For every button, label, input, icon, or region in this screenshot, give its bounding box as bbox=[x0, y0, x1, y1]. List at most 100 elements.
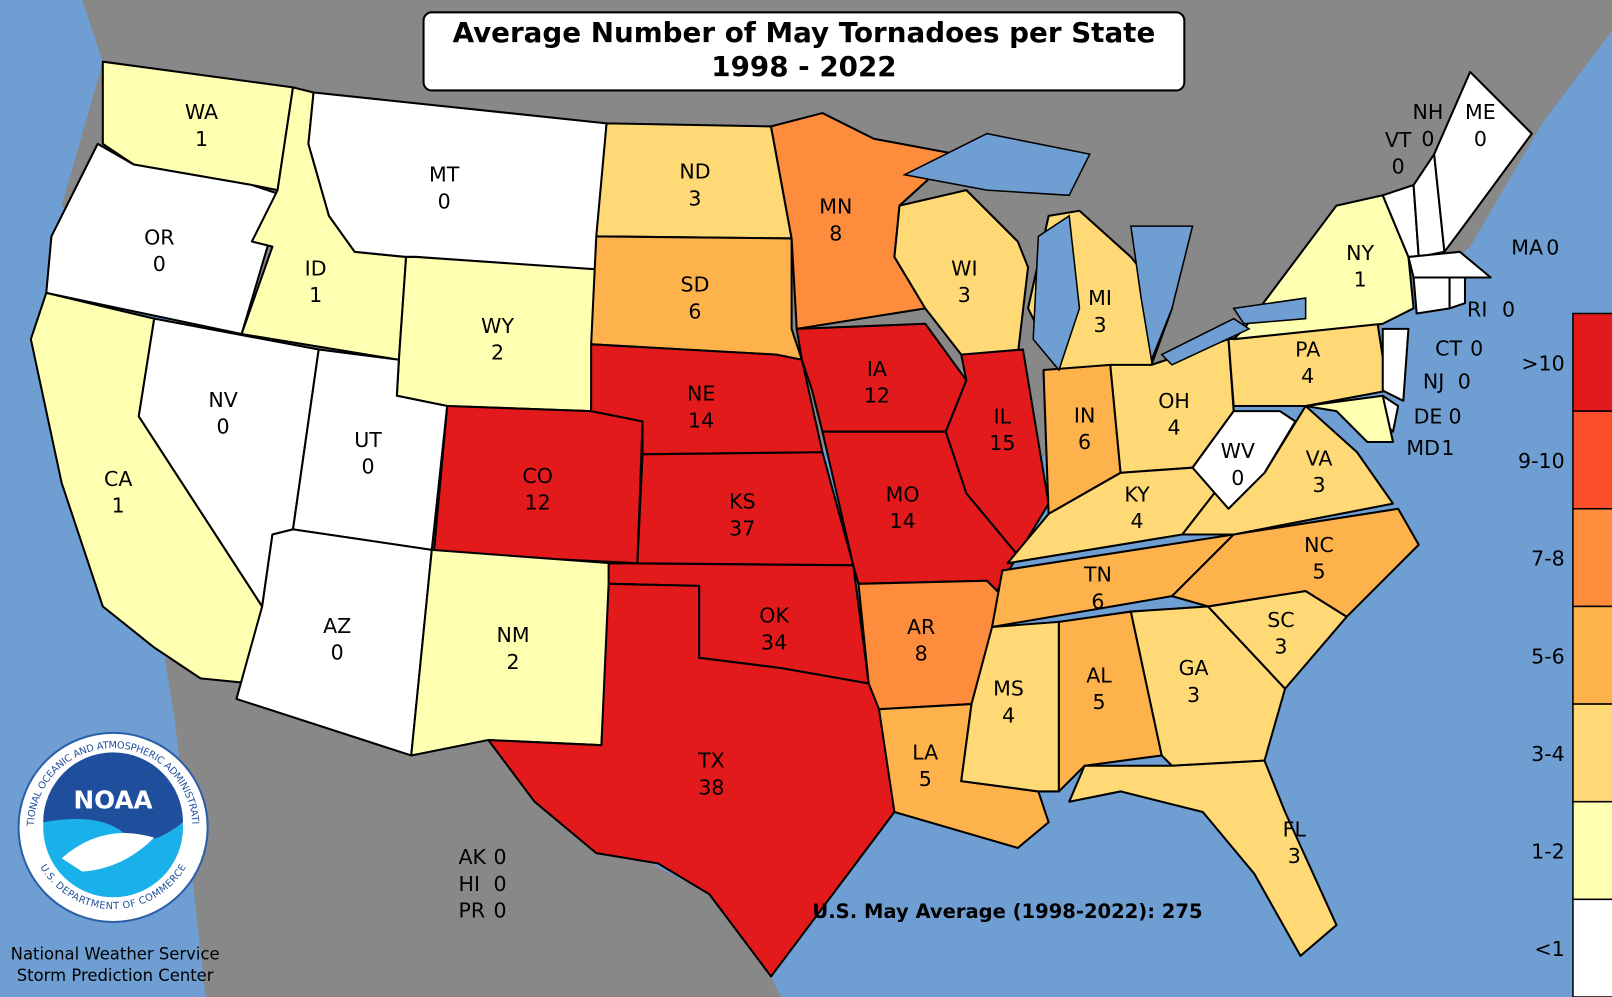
state-value: 6 bbox=[688, 299, 701, 323]
state-value: 3 bbox=[958, 283, 971, 307]
state-value: 5 bbox=[1312, 560, 1325, 584]
state-abbr: SC bbox=[1267, 608, 1294, 632]
state-abbr: RI bbox=[1467, 297, 1487, 321]
state-abbr: DE bbox=[1414, 404, 1443, 428]
title-box bbox=[422, 11, 1186, 92]
state-abbr: ND bbox=[679, 160, 710, 184]
state-abbr: MN bbox=[819, 195, 852, 219]
state-value: 0 bbox=[217, 415, 230, 439]
state-value: 14 bbox=[688, 408, 714, 432]
lake bbox=[1129, 225, 1194, 363]
state-value: 0 bbox=[1470, 336, 1483, 360]
state-abbr: VA bbox=[1306, 446, 1333, 470]
state-value: 0 bbox=[362, 455, 375, 479]
state bbox=[1412, 276, 1451, 315]
state bbox=[487, 582, 896, 978]
state-abbr: VT bbox=[1385, 128, 1412, 152]
state-abbr: MT bbox=[429, 163, 460, 187]
legend-label: 7-8 bbox=[1531, 547, 1565, 571]
state-abbr: WA bbox=[185, 100, 218, 124]
state-value: 5 bbox=[1092, 690, 1105, 714]
state-value: 3 bbox=[1093, 313, 1106, 337]
state-abbr: UT bbox=[354, 428, 382, 452]
logo-top bbox=[43, 752, 183, 841]
state-value: 34 bbox=[761, 630, 787, 654]
lake bbox=[1032, 214, 1081, 372]
state bbox=[590, 235, 803, 361]
territory-value: 0 bbox=[493, 899, 506, 923]
credit: Storm Prediction Center bbox=[17, 966, 214, 985]
state-value: 0 bbox=[1392, 155, 1405, 179]
state-value: 0 bbox=[1502, 297, 1515, 321]
state-value: 14 bbox=[890, 509, 916, 533]
state-abbr: GA bbox=[1179, 656, 1209, 680]
states bbox=[29, 60, 1533, 978]
territory-abbr: PR bbox=[459, 899, 486, 923]
mexico bbox=[164, 657, 782, 997]
state-abbr: MA bbox=[1511, 236, 1543, 260]
state-value: 0 bbox=[1421, 127, 1434, 151]
state-value: 3 bbox=[688, 186, 701, 210]
territory-value: 0 bbox=[493, 872, 506, 896]
state-abbr: NY bbox=[1346, 241, 1374, 265]
state-abbr: OK bbox=[759, 604, 789, 628]
legend-swatch bbox=[1572, 898, 1612, 997]
state-abbr: CO bbox=[522, 464, 553, 488]
state-value: 0 bbox=[438, 189, 451, 213]
state-abbr: MI bbox=[1088, 286, 1112, 310]
state-value: 2 bbox=[506, 650, 519, 674]
state bbox=[1170, 507, 1420, 618]
state-value: 15 bbox=[989, 431, 1015, 455]
title: Average Number of May Tornadoes per Stat… bbox=[453, 16, 1156, 49]
state-value: 3 bbox=[1274, 635, 1287, 659]
territory-value: 0 bbox=[493, 845, 506, 869]
state-value: 1 bbox=[1354, 268, 1367, 292]
lake bbox=[902, 132, 1091, 197]
state-value: 1 bbox=[112, 494, 125, 518]
state-value: 3 bbox=[1312, 473, 1325, 497]
state-value: 1 bbox=[309, 283, 322, 307]
state-value: 6 bbox=[1091, 589, 1104, 613]
state-abbr: MS bbox=[993, 677, 1024, 701]
state-value: 1 bbox=[195, 127, 208, 151]
state-value: 3 bbox=[1288, 844, 1301, 868]
state-value: 0 bbox=[1231, 466, 1244, 490]
state bbox=[1381, 327, 1410, 402]
state bbox=[1433, 70, 1533, 253]
state-abbr: NE bbox=[687, 382, 715, 406]
state-value: 0 bbox=[331, 641, 344, 665]
state bbox=[1057, 610, 1163, 793]
state-abbr: AZ bbox=[323, 614, 351, 638]
state-value: 38 bbox=[698, 775, 724, 799]
legend-swatch bbox=[1572, 410, 1612, 510]
credit: National Weather Service bbox=[11, 944, 220, 963]
state-abbr: FL bbox=[1283, 817, 1307, 841]
state-abbr: NJ bbox=[1423, 369, 1444, 393]
state-abbr: MD bbox=[1406, 436, 1440, 460]
national-average: U.S. May Average (1998-2022): 275 bbox=[812, 900, 1202, 923]
state-value: 6 bbox=[1078, 430, 1091, 454]
state-abbr: TX bbox=[697, 749, 725, 773]
legend-label: 1-2 bbox=[1531, 840, 1565, 864]
state-abbr: CT bbox=[1435, 336, 1462, 360]
state-abbr: MO bbox=[886, 482, 920, 506]
state-abbr: KS bbox=[729, 490, 756, 514]
lake bbox=[1160, 317, 1251, 366]
state-abbr: SD bbox=[681, 273, 710, 297]
legend-label: >10 bbox=[1521, 351, 1564, 375]
state bbox=[1304, 394, 1395, 443]
state-abbr: AL bbox=[1086, 663, 1112, 687]
legend-swatch bbox=[1572, 703, 1612, 803]
state-abbr: WY bbox=[481, 314, 514, 338]
state-abbr: PA bbox=[1295, 337, 1320, 361]
state bbox=[944, 348, 1050, 557]
state-abbr: CA bbox=[104, 467, 132, 491]
territory-abbr: AK bbox=[459, 845, 487, 869]
legend-swatch bbox=[1572, 312, 1612, 412]
state-value: 8 bbox=[915, 642, 928, 666]
legend-label: <1 bbox=[1534, 937, 1564, 961]
state bbox=[45, 142, 284, 336]
state-value: 12 bbox=[864, 384, 890, 408]
state-value: 3 bbox=[1187, 683, 1200, 707]
